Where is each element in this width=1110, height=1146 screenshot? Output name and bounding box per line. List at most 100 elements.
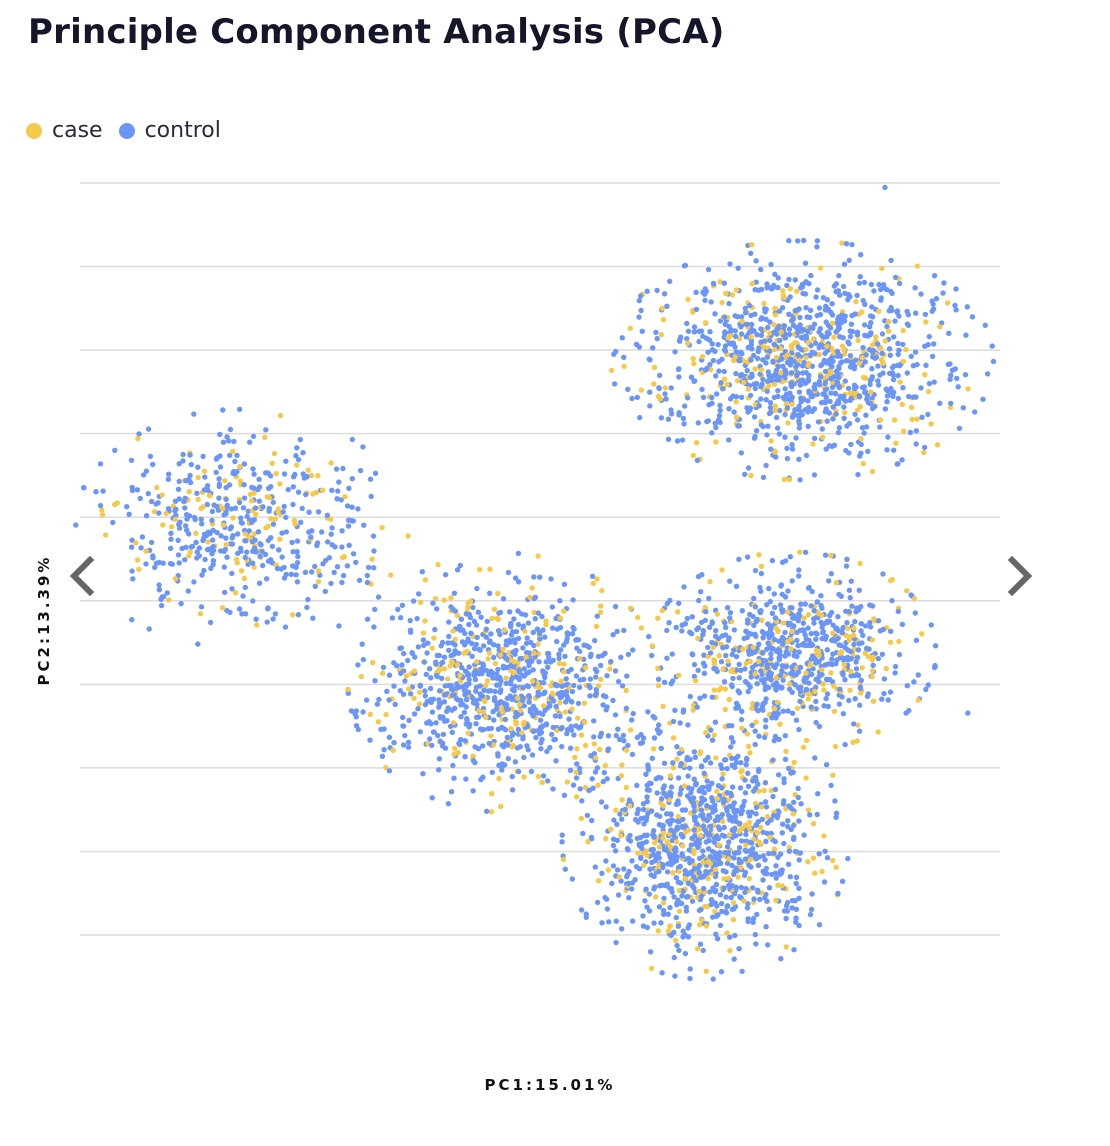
point-case [685, 340, 691, 346]
point-control [134, 487, 141, 493]
point-control [844, 358, 850, 364]
point-case [900, 358, 906, 365]
point-control [570, 624, 576, 631]
point-case [914, 416, 920, 422]
point-control [913, 310, 919, 316]
point-control [833, 411, 839, 417]
point-control [480, 743, 486, 749]
point-control [507, 609, 513, 615]
point-control [760, 376, 766, 383]
point-control [758, 286, 765, 293]
chevron-right-icon[interactable] [1000, 554, 1040, 598]
point-control [842, 741, 848, 748]
point-control [660, 907, 667, 914]
point-control [744, 554, 751, 560]
point-control [515, 768, 522, 775]
point-case [675, 814, 682, 820]
point-control [824, 855, 831, 861]
point-control [272, 611, 279, 617]
point-control [781, 323, 788, 329]
point-case [748, 856, 754, 863]
legend-item-case[interactable]: case [26, 118, 103, 143]
point-control [738, 314, 745, 320]
point-control [213, 469, 219, 476]
point-control [873, 354, 880, 360]
point-control [793, 880, 799, 887]
point-case [651, 381, 657, 387]
point-control [274, 565, 281, 572]
point-control [451, 590, 458, 596]
point-control [158, 602, 165, 609]
point-case [455, 750, 461, 756]
point-control [625, 386, 631, 392]
point-control [674, 824, 680, 830]
point-control [789, 710, 796, 716]
point-case [766, 383, 772, 389]
point-control [322, 588, 328, 595]
point-case [768, 438, 774, 444]
point-control [576, 684, 583, 691]
point-control [840, 625, 846, 631]
point-control [704, 778, 710, 784]
chevron-left-icon[interactable] [62, 554, 102, 598]
point-control [692, 754, 699, 760]
point-control [530, 667, 536, 673]
point-control [512, 759, 519, 765]
point-control [279, 554, 285, 560]
point-control [754, 911, 760, 918]
point-control [395, 606, 401, 613]
point-control [729, 818, 736, 824]
point-control [762, 870, 768, 876]
point-control [673, 914, 679, 921]
point-control [621, 627, 627, 634]
point-control [205, 529, 211, 535]
point-control [263, 427, 269, 433]
point-control [709, 347, 716, 353]
point-control [736, 849, 742, 856]
point-control [908, 592, 914, 598]
point-control [744, 367, 750, 374]
point-control [415, 706, 421, 712]
point-control [241, 495, 248, 501]
point-control [639, 739, 646, 746]
point-control [470, 758, 477, 764]
point-case [411, 695, 417, 701]
point-control [148, 498, 155, 505]
point-case [805, 339, 811, 346]
point-control [156, 582, 162, 588]
point-control [189, 543, 196, 550]
point-control [484, 618, 490, 625]
point-control [448, 789, 455, 795]
point-control [661, 911, 667, 918]
x-axis-label: PC1:15.01% [484, 1076, 616, 1094]
point-control [757, 608, 763, 614]
point-control [849, 241, 855, 248]
point-case [422, 618, 428, 624]
point-case [696, 888, 702, 895]
point-case [665, 928, 672, 934]
point-control [828, 782, 834, 789]
point-control [925, 411, 931, 418]
point-case [491, 606, 498, 612]
point-control [747, 611, 753, 618]
point-control [835, 398, 841, 405]
point-control [505, 569, 512, 576]
point-control [595, 653, 602, 660]
point-case [619, 762, 625, 768]
point-control [767, 598, 773, 605]
point-case [660, 900, 667, 906]
point-control [738, 884, 744, 891]
point-control [664, 303, 670, 309]
point-case [266, 494, 272, 501]
point-control [695, 844, 701, 851]
point-control [691, 329, 698, 335]
point-control [762, 799, 769, 805]
point-control [458, 702, 464, 708]
legend-item-control[interactable]: control [118, 118, 221, 143]
point-control [680, 415, 687, 422]
point-case [861, 374, 867, 381]
point-control [441, 692, 448, 698]
point-control [381, 747, 387, 753]
point-case [947, 404, 954, 411]
point-case [886, 319, 892, 325]
